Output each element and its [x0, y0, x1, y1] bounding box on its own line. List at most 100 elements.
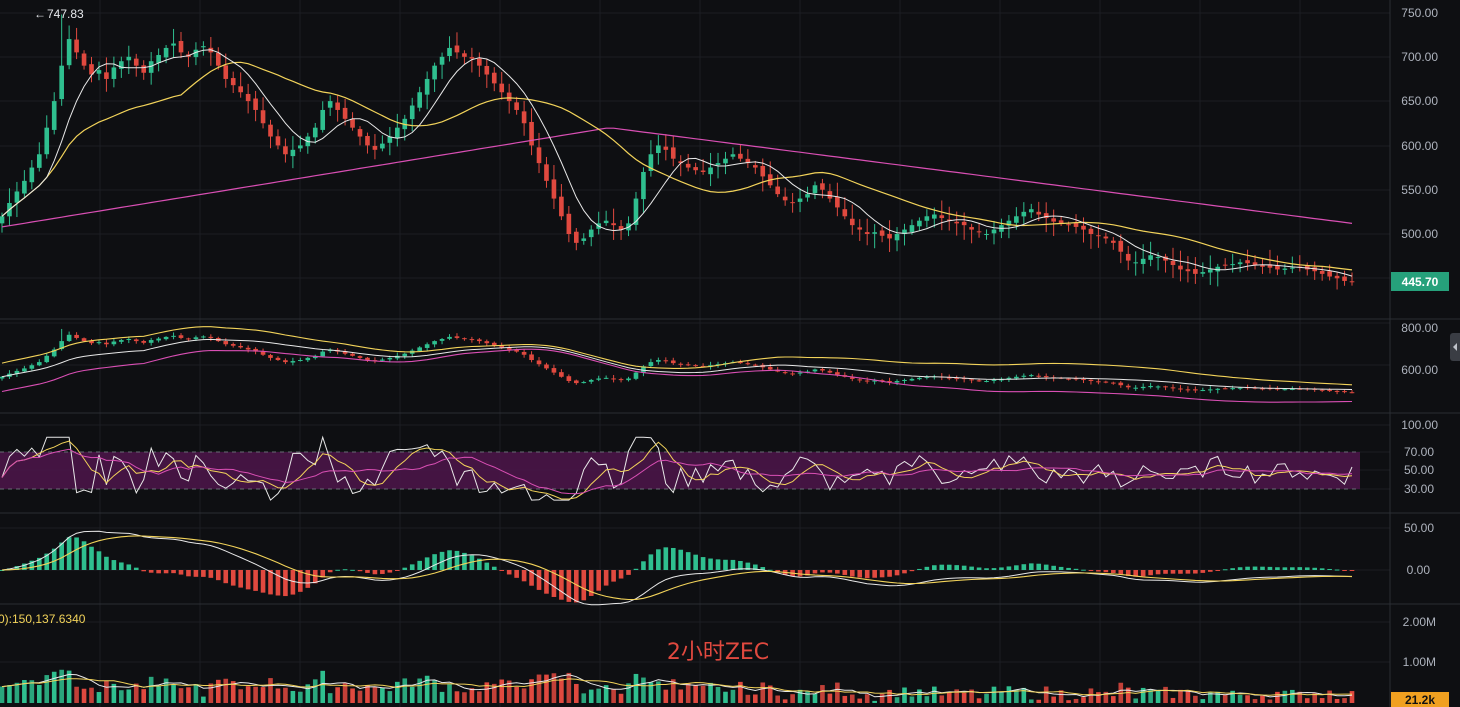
volume-bar [1245, 695, 1250, 703]
secondary-candle [74, 334, 79, 338]
macd-bar [767, 569, 773, 571]
volume-bar [365, 685, 370, 703]
candle [529, 121, 534, 146]
candle [387, 136, 393, 143]
volume-bar [961, 692, 967, 703]
secondary-candle [1148, 386, 1153, 388]
volume-bar [350, 688, 355, 703]
volume-bar [394, 681, 400, 703]
macd-bar [74, 537, 79, 570]
secondary-candle [111, 341, 117, 345]
secondary-price-panel[interactable] [0, 326, 1355, 403]
candle [320, 109, 326, 130]
macd-bar [708, 558, 713, 570]
macd-bar [1118, 570, 1124, 575]
secondary-candle [1021, 375, 1027, 377]
secondary-candle [402, 353, 408, 357]
macd-bar [715, 559, 721, 570]
secondary-candle [544, 364, 549, 369]
secondary-candle [961, 378, 967, 380]
secondary-candle [946, 377, 952, 379]
macd-bar [298, 570, 303, 592]
candle [201, 46, 206, 48]
candle [842, 209, 848, 217]
candle [1267, 264, 1273, 268]
volume-bar [111, 683, 117, 703]
secondary-candle [163, 336, 169, 340]
candle [409, 105, 415, 120]
macd-bar [909, 570, 915, 572]
secondary-candle [573, 380, 579, 384]
macd-bar [536, 570, 542, 590]
volume-bar [1155, 689, 1161, 703]
axis-tick: 100.00 [1401, 418, 1438, 432]
volume-bar [141, 689, 147, 703]
macd-panel[interactable]: 0):150,137.6340 [0, 530, 1355, 626]
volume-bar [596, 688, 601, 703]
candle [1148, 255, 1153, 260]
axis-tick: 50.00 [1404, 521, 1434, 535]
secondary-candle [1349, 392, 1355, 394]
volume-bar [491, 683, 497, 703]
macd-bar [357, 570, 363, 572]
rsi-line [1, 435, 1353, 501]
macd-bar [283, 570, 288, 597]
secondary-candle [924, 376, 930, 378]
macd-bar [380, 570, 385, 574]
volume-bar [298, 691, 303, 703]
secondary-candle [1215, 388, 1221, 390]
volume-bar [588, 689, 594, 703]
secondary-candle [954, 378, 960, 380]
volume-bar [618, 693, 624, 703]
volume-bar [693, 684, 698, 703]
candle [1140, 258, 1146, 265]
band-lower-line [1, 348, 1353, 403]
macd-bar [51, 548, 57, 570]
secondary-candle [1096, 381, 1101, 383]
secondary-candle [89, 340, 94, 344]
volume-bar [1140, 687, 1146, 703]
candle [36, 154, 42, 168]
secondary-candle [178, 335, 184, 338]
secondary-candle [559, 372, 564, 377]
secondary-candle [96, 342, 102, 344]
candle [611, 223, 616, 226]
candle [1036, 211, 1042, 215]
candle [827, 191, 833, 199]
secondary-candle [342, 351, 348, 354]
rsi-panel[interactable] [0, 435, 1360, 501]
secondary-candle [1073, 378, 1079, 380]
volume-panel[interactable]: 2小时ZEC [0, 640, 1355, 703]
volume-bar [372, 686, 378, 703]
collapse-handle-icon[interactable] [1450, 333, 1460, 361]
volume-bar [1103, 691, 1109, 703]
macd-bar [730, 559, 736, 570]
macd-bar [1230, 568, 1235, 570]
macd-bar [469, 555, 475, 570]
macd-bar [656, 549, 661, 570]
secondary-candle [1133, 387, 1139, 389]
macd-bar [812, 570, 818, 574]
secondary-candle [864, 380, 870, 382]
candle [753, 165, 758, 168]
macd-bar [573, 570, 579, 603]
volume-bar [902, 687, 907, 703]
volume-bar [1304, 698, 1310, 703]
secondary-candle [857, 379, 863, 381]
secondary-candle [387, 357, 393, 360]
volume-bar [253, 686, 258, 703]
volume-bar [245, 686, 251, 703]
volume-bar [767, 685, 773, 703]
candle [253, 98, 258, 110]
macd-bar [186, 570, 191, 577]
macd-bar [835, 570, 840, 574]
volume-bar [1252, 699, 1258, 703]
macd-bar [1043, 564, 1049, 570]
volume-bar [917, 689, 922, 703]
secondary-candle [1178, 388, 1183, 390]
secondary-candle [753, 364, 758, 366]
secondary-candle [260, 351, 266, 355]
main-price-panel[interactable]: 747.83 ← [0, 7, 1355, 290]
candle [1349, 281, 1355, 283]
